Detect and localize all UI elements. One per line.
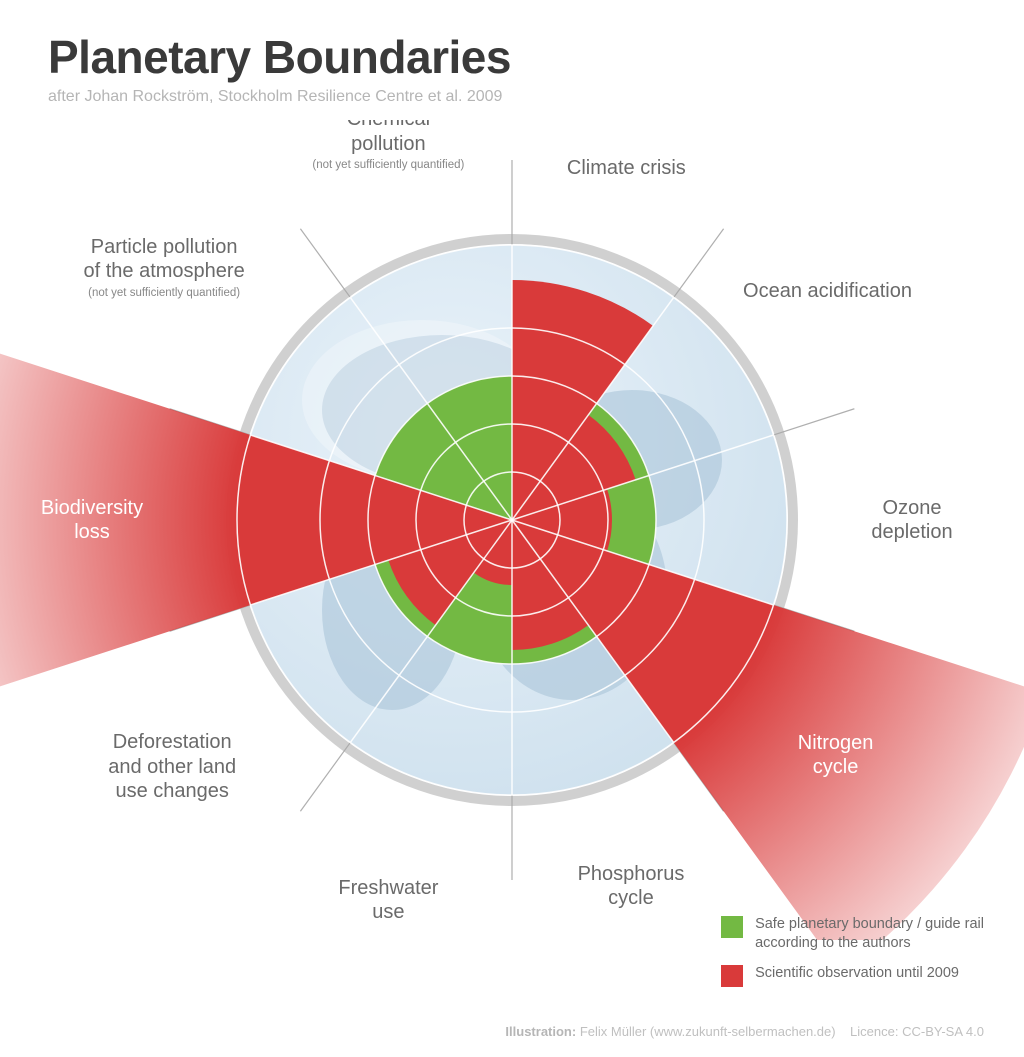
segment-label: Ocean acidification <box>718 236 938 346</box>
legend-safe-swatch <box>721 916 743 938</box>
legend: Safe planetary boundary / guide railacco… <box>721 905 984 987</box>
segment-label: Biodiversityloss <box>0 465 202 575</box>
page-subtitle: after Johan Rockström, Stockholm Resilie… <box>48 88 511 106</box>
credit-prefix: Illustration: <box>505 1024 576 1039</box>
segment-label: Freshwateruse <box>278 845 498 940</box>
segment-label: Nitrogencycle <box>726 700 946 810</box>
legend-safe: Safe planetary boundary / guide railacco… <box>721 915 984 954</box>
segment-label: Deforestationand other landuse changes <box>62 712 282 822</box>
credit-licence-prefix: Licence: <box>850 1024 898 1039</box>
segment-label: Chemicalpollution(not yet sufficiently q… <box>278 120 498 195</box>
segment-label: Ozonedepletion <box>802 465 1022 575</box>
credit-author: Felix Müller (www.zukunft-selbermachen.d… <box>580 1024 836 1039</box>
credit-line: Illustration: Felix Müller (www.zukunft-… <box>505 1024 984 1039</box>
planetary-boundaries-chart: Climate crisis Ocean acidification Ozonede… <box>0 120 1024 940</box>
header: Planetary Boundaries after Johan Rockstr… <box>48 30 511 106</box>
segment-label: Phosphoruscycle <box>521 831 741 940</box>
segment-label: Particle pollutionof the atmosphere(not … <box>54 212 274 322</box>
legend-observed: Scientific observation until 2009 <box>721 964 984 987</box>
segment-label: Climate crisis <box>516 120 736 223</box>
legend-observed-label: Scientific observation until 2009 <box>755 964 959 984</box>
page-title: Planetary Boundaries <box>48 30 511 84</box>
legend-observed-swatch <box>721 965 743 987</box>
credit-licence: CC-BY-SA 4.0 <box>902 1024 984 1039</box>
legend-safe-label: Safe planetary boundary / guide railacco… <box>755 915 984 954</box>
